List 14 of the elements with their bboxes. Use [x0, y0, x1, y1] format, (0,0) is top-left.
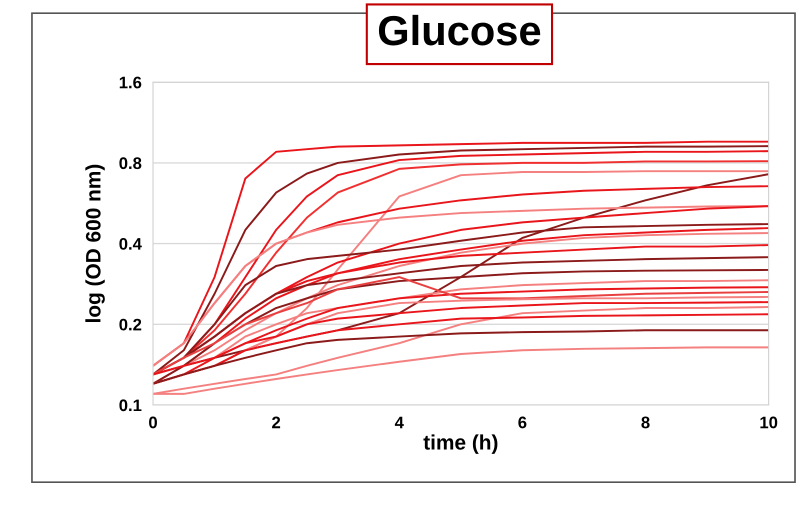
- y-tick-label: 0.1: [119, 399, 142, 412]
- x-tick-label: 4: [394, 416, 404, 428]
- y-tick-label: 0.8: [119, 157, 142, 170]
- chart-title: Glucose: [378, 14, 540, 46]
- x-tick-label: 8: [641, 416, 650, 428]
- x-axis-title: time (h): [423, 434, 498, 454]
- y-tick-label: 0.4: [119, 238, 142, 250]
- x-tick-label: 6: [518, 416, 526, 428]
- y-axis-title: log (OD 600 nm): [85, 164, 105, 322]
- x-tick-label: 0: [149, 416, 157, 428]
- x-tick-label: 10: [760, 416, 778, 428]
- x-tick-label: 2: [272, 416, 280, 428]
- y-tick-label: 0.2: [119, 318, 142, 331]
- y-tick-label: 1.6: [120, 76, 142, 88]
